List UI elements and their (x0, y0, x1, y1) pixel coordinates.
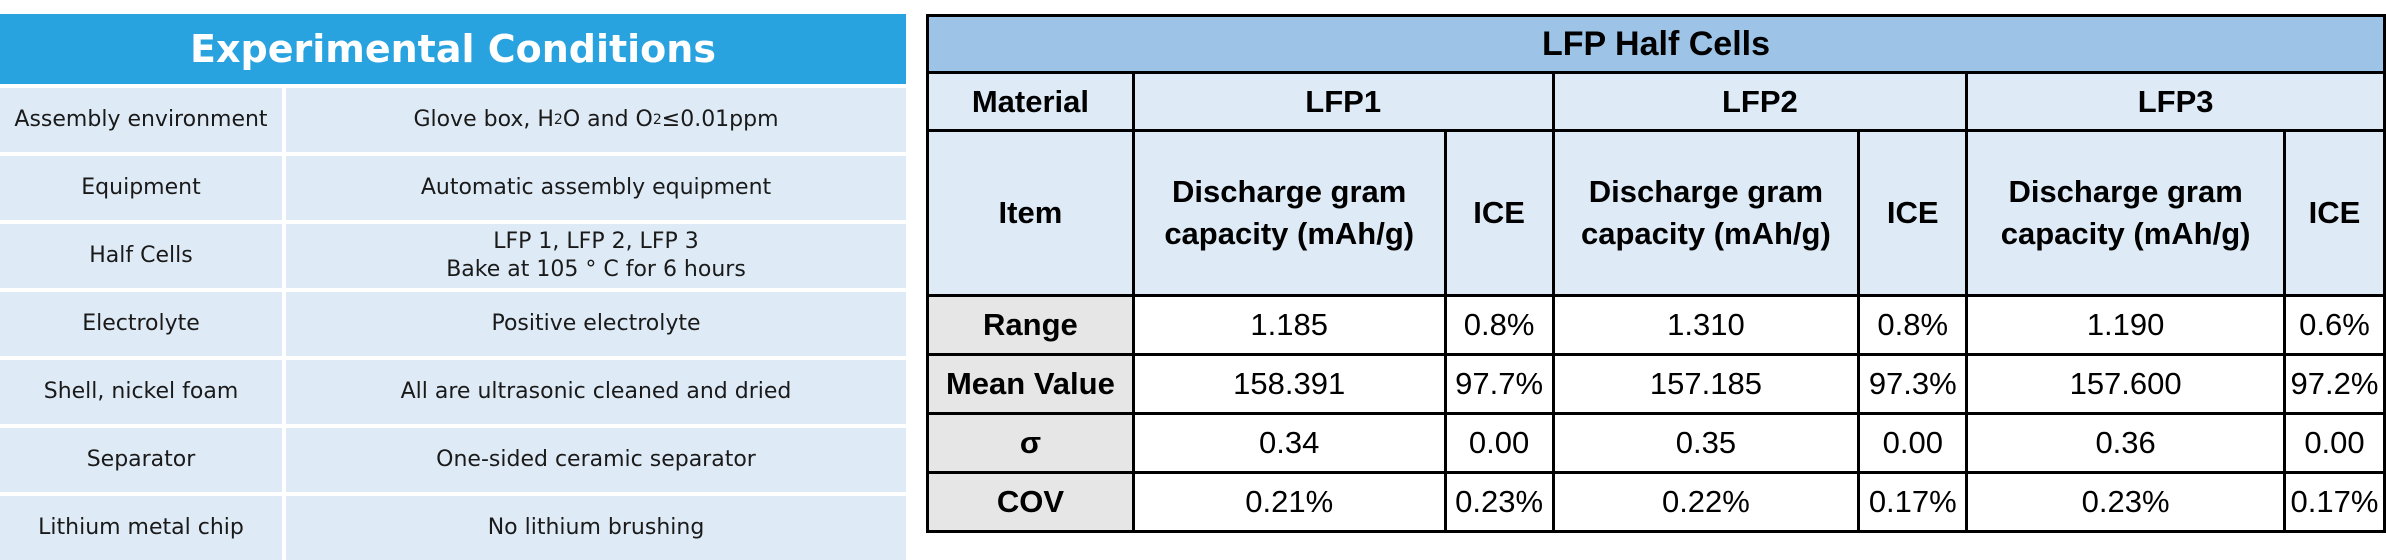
condition-value: LFP 1, LFP 2, LFP 3 Bake at 105 ° C for … (286, 224, 906, 288)
table-cell: 1.310 (1551, 294, 1861, 356)
capacity-header-line: capacity (mAh/g) (1581, 216, 1831, 251)
condition-value: Positive electrolyte (286, 292, 906, 356)
table-cell: 0.17% (2282, 471, 2386, 533)
capacity-header: Discharge gram capacity (mAh/g) (1131, 129, 1447, 297)
capacity-header-line: capacity (mAh/g) (2000, 216, 2251, 251)
table-cell: 0.00 (1857, 412, 1969, 474)
table-cell: 0.23% (1443, 471, 1555, 533)
condition-label: Assembly environment (0, 88, 282, 152)
condition-value: All are ultrasonic cleaned and dried (286, 360, 906, 424)
condition-value-text: O and O (562, 107, 653, 132)
row-header: Range (926, 294, 1135, 356)
conditions-title: Experimental Conditions (0, 14, 906, 84)
capacity-header-line: Discharge gram (2008, 174, 2243, 209)
material-lfp3: LFP3 (1965, 71, 2386, 132)
table-cell: 157.185 (1551, 353, 1861, 415)
condition-label: Lithium metal chip (0, 496, 282, 560)
condition-label: Electrolyte (0, 292, 282, 356)
table-cell: 0.8% (1443, 294, 1555, 356)
material-lfp2: LFP2 (1551, 71, 1969, 132)
condition-value-text: Glove box, H (413, 107, 554, 132)
table-cell: 0.36 (1965, 412, 2286, 474)
ice-header: ICE (1443, 129, 1555, 297)
capacity-header: Discharge gram capacity (mAh/g) (1965, 129, 2286, 297)
subscript: 2 (553, 112, 563, 128)
row-header: COV (926, 471, 1135, 533)
condition-value-text: ≤0.01ppm (661, 107, 779, 132)
table-cell: 1.190 (1965, 294, 2286, 356)
table-cell: 0.23% (1965, 471, 2286, 533)
row-header: Mean Value (926, 353, 1135, 415)
material-header: Material (926, 71, 1135, 132)
condition-row: Equipment Automatic assembly equipment (0, 156, 906, 220)
table-cell: 0.6% (2282, 294, 2386, 356)
table-cell: 0.17% (1857, 471, 1969, 533)
condition-row: Lithium metal chip No lithium brushing (0, 496, 906, 560)
condition-label: Separator (0, 428, 282, 492)
condition-label: Half Cells (0, 224, 282, 288)
table-cell: 158.391 (1131, 353, 1447, 415)
table-row: COV 0.21% 0.23% 0.22% 0.17% 0.23% 0.17% (926, 471, 2386, 533)
row-header: σ (926, 412, 1135, 474)
ice-header: ICE (2282, 129, 2386, 297)
condition-row: Shell, nickel foam All are ultrasonic cl… (0, 360, 906, 424)
condition-row: Half Cells LFP 1, LFP 2, LFP 3 Bake at 1… (0, 224, 906, 288)
table-title: LFP Half Cells (926, 14, 2386, 74)
condition-row: Separator One-sided ceramic separator (0, 428, 906, 492)
table-cell: 1.185 (1131, 294, 1447, 356)
table-cell: 0.00 (1443, 412, 1555, 474)
capacity-header: Discharge gram capacity (mAh/g) (1551, 129, 1861, 297)
ice-header: ICE (1857, 129, 1969, 297)
condition-value-line: LFP 1, LFP 2, LFP 3 (493, 229, 699, 254)
item-header: Item (926, 129, 1135, 297)
condition-label: Equipment (0, 156, 282, 220)
material-lfp1: LFP1 (1131, 71, 1555, 132)
table-cell: 157.600 (1965, 353, 2286, 415)
experimental-conditions-panel: Experimental Conditions Assembly environ… (0, 14, 906, 560)
capacity-header-line: capacity (mAh/g) (1164, 216, 1415, 251)
condition-value: Automatic assembly equipment (286, 156, 906, 220)
table-row: σ 0.34 0.00 0.35 0.00 0.36 0.00 (926, 412, 2386, 474)
lfp-half-cells-panel: LFP Half Cells Material LFP1 LFP2 LFP3 I… (926, 14, 2386, 533)
table-cell: 97.3% (1857, 353, 1969, 415)
condition-value-line: Bake at 105 ° C for 6 hours (446, 257, 746, 282)
capacity-header-line: Discharge gram (1588, 174, 1824, 209)
table-cell: 0.8% (1857, 294, 1969, 356)
condition-label: Shell, nickel foam (0, 360, 282, 424)
subscript: 2 (652, 112, 662, 128)
lfp-results-table: LFP Half Cells Material LFP1 LFP2 LFP3 I… (926, 14, 2386, 533)
table-cell: 0.21% (1131, 471, 1447, 533)
condition-row: Electrolyte Positive electrolyte (0, 292, 906, 356)
table-row: Range 1.185 0.8% 1.310 0.8% 1.190 0.6% (926, 294, 2386, 356)
condition-value: No lithium brushing (286, 496, 906, 560)
table-cell: 0.22% (1551, 471, 1861, 533)
capacity-header-line: Discharge gram (1172, 174, 1407, 209)
table-cell: 0.35 (1551, 412, 1861, 474)
condition-value: One-sided ceramic separator (286, 428, 906, 492)
table-cell: 97.2% (2282, 353, 2386, 415)
table-cell: 0.00 (2282, 412, 2386, 474)
table-cell: 0.34 (1131, 412, 1447, 474)
table-row: Mean Value 158.391 97.7% 157.185 97.3% 1… (926, 353, 2386, 415)
table-cell: 97.7% (1443, 353, 1555, 415)
